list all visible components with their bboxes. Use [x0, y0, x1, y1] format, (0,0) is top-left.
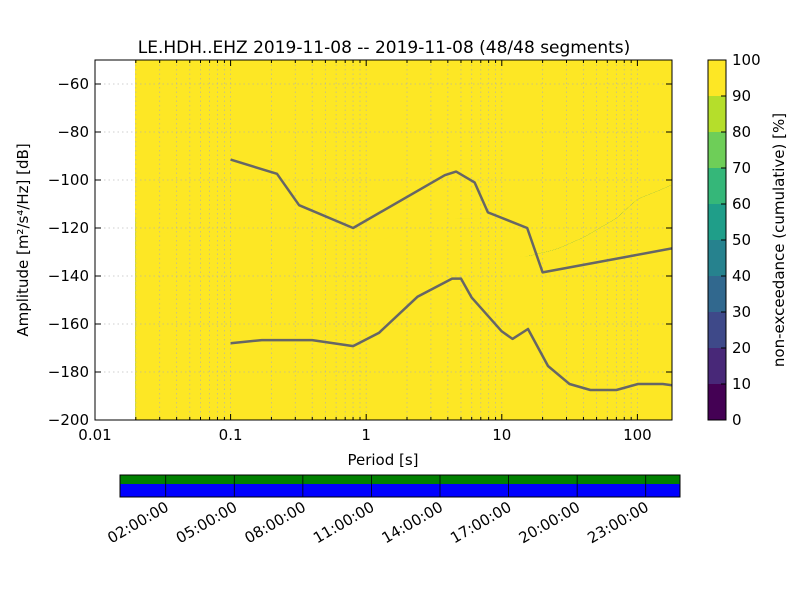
colorbar-tick-label: 100 — [732, 51, 761, 69]
y-tick-label: −120 — [48, 219, 89, 237]
x-tick-label: 0.01 — [78, 426, 111, 444]
grid-lines — [95, 60, 672, 420]
time-strip-frame — [119, 474, 681, 498]
noise-model-lines — [230, 158, 672, 392]
time-tick-label: 02:00:00 — [104, 498, 171, 547]
y-tick-label: −60 — [57, 75, 89, 93]
y-tick-label: −140 — [48, 267, 89, 285]
heatmap-probability-bands — [135, 184, 672, 420]
colorbar-tick-label: 80 — [732, 123, 751, 141]
x-tick-label: 100 — [623, 426, 652, 444]
time-tick-label: 05:00:00 — [173, 498, 240, 547]
y-tick-label: −160 — [48, 315, 89, 333]
colorbar: 0 10 20 30 40 50 60 70 80 90 100 non-exceedance (c… — [707, 51, 788, 429]
chart-title: LE.HDH..EHZ 2019-11-08 -- 2019-11-08 (48… — [138, 38, 631, 58]
x-tick-label: 1 — [361, 426, 371, 444]
colorbar-ticks: 0 10 20 30 40 50 60 70 80 90 100 — [721, 51, 761, 429]
x-axis: 0.01 0.1 1 10 100 — [78, 60, 652, 444]
heatmap-no-data-region — [95, 60, 135, 420]
time-tick-label: 11:00:00 — [310, 498, 377, 547]
segments-used-band — [120, 484, 680, 497]
colorbar-tick-label: 40 — [732, 267, 751, 285]
y-tick-label: −200 — [48, 411, 89, 429]
colorbar-tick-label: 60 — [732, 195, 751, 213]
time-tick-label: 20:00:00 — [516, 498, 583, 547]
data-coverage-band — [120, 475, 680, 484]
y-tick-label: −180 — [48, 363, 89, 381]
x-tick-label: 10 — [492, 426, 511, 444]
x-tick-label: 0.1 — [219, 426, 243, 444]
colorbar-tick-label: 20 — [732, 339, 751, 357]
time-tick-label: 17:00:00 — [447, 498, 514, 547]
colorbar-tick-label: 70 — [732, 159, 751, 177]
time-tick-label: 14:00:00 — [379, 498, 446, 547]
heatmap-band-90-percent — [135, 184, 672, 420]
colorbar-tick-label: 90 — [732, 87, 751, 105]
plot-frame — [94, 59, 673, 421]
y-tick-label: −100 — [48, 171, 89, 189]
x-axis-label: Period [s] — [347, 451, 418, 469]
y-tick-label: −80 — [57, 123, 89, 141]
time-tick-label: 08:00:00 — [242, 498, 309, 547]
time-coverage-strip: 02:00:00 05:00:00 08:00:00 11:00:00 14:00:00… — [104, 474, 681, 547]
nlnm-model-line — [230, 277, 672, 392]
colorbar-label: non-exceedance (cumulative) [%] — [770, 113, 788, 367]
y-axis: −60 −80 −100 −120 −140 −160 −180 −200 — [48, 75, 672, 429]
colorbar-tick-label: 10 — [732, 375, 751, 393]
y-axis-label: Amplitude [m²/s⁴/Hz] [dB] — [14, 143, 32, 336]
nhnm-model-line — [230, 158, 672, 274]
colorbar-tick-label: 50 — [732, 231, 751, 249]
colorbar-tick-label: 0 — [732, 411, 742, 429]
colorbar-tick-label: 30 — [732, 303, 751, 321]
time-tick-label: 23:00:00 — [584, 498, 651, 547]
ppsd-plot-area: 0.01 0.1 1 10 100 −60 −80 −100 −120 −140 −160 −180… — [14, 59, 673, 469]
